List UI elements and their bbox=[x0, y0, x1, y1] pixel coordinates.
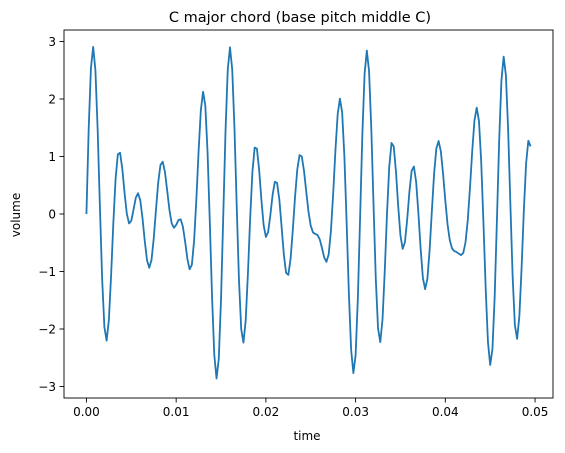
y-axis-ticks: −3 −2 −1 0 1 2 3 bbox=[38, 35, 64, 394]
y-tick-label: 1 bbox=[48, 150, 56, 164]
series-line-0 bbox=[85, 46, 532, 380]
y-tick-label: 3 bbox=[48, 35, 56, 49]
y-tick-label: 0 bbox=[48, 208, 56, 222]
x-tick-label: 0.05 bbox=[522, 405, 549, 419]
x-axis-ticks: 0.00 0.01 0.02 0.03 0.04 0.05 bbox=[73, 398, 548, 419]
x-tick-label: 0.02 bbox=[253, 405, 280, 419]
y-tick-label: −3 bbox=[38, 380, 56, 394]
y-tick-label: 2 bbox=[48, 93, 56, 107]
x-axis-label: time bbox=[293, 429, 320, 443]
y-tick-label: −1 bbox=[38, 265, 56, 279]
x-tick-label: 0.00 bbox=[73, 405, 100, 419]
x-tick-label: 0.04 bbox=[432, 405, 459, 419]
y-axis-label: volume bbox=[9, 193, 23, 237]
x-tick-label: 0.03 bbox=[342, 405, 369, 419]
chart-title: C major chord (base pitch middle C) bbox=[169, 10, 431, 26]
x-tick-label: 0.01 bbox=[163, 405, 190, 419]
y-tick-label: −2 bbox=[38, 323, 56, 337]
